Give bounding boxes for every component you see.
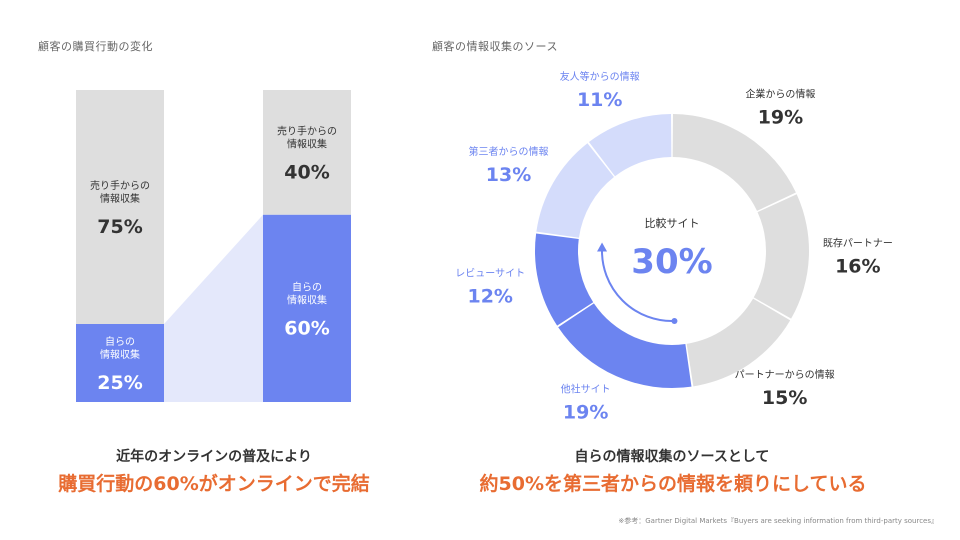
donut-value-label: 11% bbox=[577, 89, 622, 111]
right-caption-line1: 自らの情報収集のソースとして bbox=[574, 449, 770, 465]
donut-value-label: 16% bbox=[835, 256, 880, 278]
donut-slice bbox=[588, 114, 672, 177]
bar-value-label: 60% bbox=[284, 317, 329, 339]
donut-slice bbox=[753, 194, 810, 319]
donut-slice bbox=[686, 298, 791, 387]
bar-segment bbox=[263, 90, 351, 215]
bar-segment-label: 情報収集 bbox=[287, 137, 327, 150]
left-chart-title: 顧客の購買行動の変化 bbox=[38, 40, 153, 53]
donut-slice-label: 第三者からの情報 bbox=[469, 145, 549, 158]
bar-segment-label: 情報収集 bbox=[100, 348, 140, 361]
donut-value-label: 12% bbox=[467, 285, 512, 307]
donut-value-label: 19% bbox=[563, 401, 608, 423]
donut-slice bbox=[558, 303, 692, 388]
bar-segment-label: 情報収集 bbox=[287, 293, 327, 306]
donut-slice-label: パートナーからの情報 bbox=[735, 368, 835, 381]
donut-center-value: 30% bbox=[631, 242, 712, 282]
donut-slice-label: 友人等からの情報 bbox=[560, 70, 640, 83]
donut-center-label: 比較サイト bbox=[645, 216, 700, 230]
donut-slice bbox=[535, 233, 594, 326]
bar-segment bbox=[76, 90, 164, 324]
bar-segment bbox=[76, 324, 164, 402]
donut-slice bbox=[672, 114, 796, 211]
arc-arrowhead-icon bbox=[597, 242, 608, 252]
right-chart-title: 顧客の情報収集のソース bbox=[432, 40, 558, 53]
donut-slice bbox=[536, 143, 614, 238]
bar-value-label: 40% bbox=[284, 161, 329, 183]
bar-segment-label: 自らの bbox=[105, 335, 135, 348]
donut-value-label: 15% bbox=[762, 387, 807, 409]
donut-slice-label: 既存パートナー bbox=[823, 237, 893, 250]
donut-value-label: 13% bbox=[486, 164, 531, 186]
bar-segment-label: 売り手からの bbox=[90, 179, 150, 192]
right-caption-highlight: 約50%を第三者からの情報を頼りにしている bbox=[479, 473, 867, 495]
donut-slice-label: 企業からの情報 bbox=[745, 87, 815, 100]
bar-value-label: 75% bbox=[97, 216, 142, 238]
donut-value-label: 19% bbox=[758, 106, 803, 128]
bar-segment-label: 自らの bbox=[292, 280, 322, 293]
left-caption-highlight: 購買行動の60%がオンラインで完結 bbox=[58, 473, 370, 495]
stacked-bar-chart: 売り手からの情報収集75%自らの情報収集25%売り手からの情報収集40%自らの情… bbox=[76, 90, 351, 402]
center-arc-arrow bbox=[601, 248, 675, 322]
arc-start-dot bbox=[671, 317, 678, 324]
donut-chart: 企業からの情報 19% 既存パートナー 16% パートナーからの情報 15% 他社サイト 19… bbox=[455, 70, 893, 423]
donut-slice-label: レビューサイト bbox=[455, 267, 525, 279]
left-caption-line1: 近年のオンラインの普及により bbox=[116, 449, 312, 465]
donut-slice-label: 他社サイト bbox=[561, 382, 611, 395]
bar-segment bbox=[263, 214, 351, 402]
source-footnote: ※参考：Gartner Digital Markets『Buyers are s… bbox=[618, 517, 938, 525]
bar-value-label: 25% bbox=[97, 372, 142, 394]
bar-connector bbox=[164, 214, 263, 402]
bar-segment-label: 情報収集 bbox=[100, 192, 140, 205]
bar-segment-label: 売り手からの bbox=[277, 124, 337, 137]
